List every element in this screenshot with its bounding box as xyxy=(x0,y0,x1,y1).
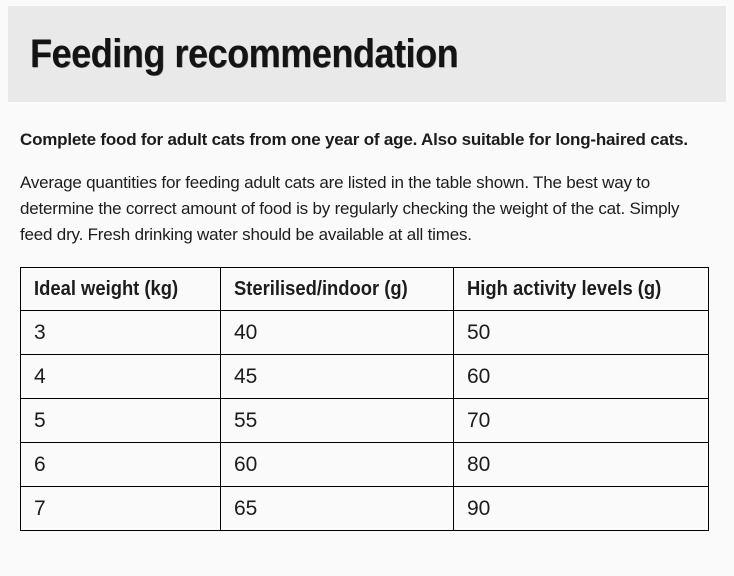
table-cell-weight: 4 xyxy=(20,354,221,399)
table-cell-high-activity: 60 xyxy=(453,354,709,399)
table-header-label: High activity levels (g) xyxy=(467,277,662,300)
table-header-label: Sterilised/indoor (g) xyxy=(234,277,408,300)
table-cell-high-activity: 90 xyxy=(453,486,709,531)
table-cell-high-activity: 50 xyxy=(453,310,709,355)
table-cell-weight: 6 xyxy=(20,442,221,487)
table-header-ideal-weight: Ideal weight (kg) xyxy=(20,267,221,311)
table-row: 4 45 60 xyxy=(20,354,709,399)
table-header-high-activity: High activity levels (g) xyxy=(453,267,709,311)
table-cell-weight: 5 xyxy=(20,398,221,443)
content-area: Complete food for adult cats from one ye… xyxy=(0,127,734,531)
table-cell-sterilised: 65 xyxy=(220,486,454,531)
table-row: 3 40 50 xyxy=(20,310,709,355)
page-title-text: Feeding recommendation xyxy=(30,31,459,76)
table-cell-weight: 7 xyxy=(20,486,221,531)
table-cell-sterilised: 60 xyxy=(220,442,454,487)
feeding-description-text: Average quantities for feeding adult cat… xyxy=(20,173,680,244)
table-header-label: Ideal weight (kg) xyxy=(34,277,179,300)
table-cell-sterilised: 40 xyxy=(220,310,454,355)
header-band: Feeding recommendation xyxy=(8,6,726,102)
feeding-recommendation-section: Feeding recommendation Complete food for… xyxy=(0,6,734,576)
table-row: 7 65 90 xyxy=(20,486,709,531)
table-cell-weight: 3 xyxy=(20,310,221,355)
table-cell-sterilised: 55 xyxy=(220,398,454,443)
table-row: 5 55 70 xyxy=(20,398,709,443)
table-cell-high-activity: 80 xyxy=(453,442,709,487)
table-cell-high-activity: 70 xyxy=(453,398,709,443)
table-row: 6 60 80 xyxy=(20,442,709,487)
page-title: Feeding recommendation xyxy=(8,32,506,77)
table-header-row: Ideal weight (kg) Sterilised/indoor (g) … xyxy=(20,267,709,311)
intro-bold-text: Complete food for adult cats from one ye… xyxy=(20,130,688,149)
table-header-sterilised-indoor: Sterilised/indoor (g) xyxy=(220,267,454,311)
table-cell-sterilised: 45 xyxy=(220,354,454,399)
feeding-table: Ideal weight (kg) Sterilised/indoor (g) … xyxy=(20,267,709,531)
